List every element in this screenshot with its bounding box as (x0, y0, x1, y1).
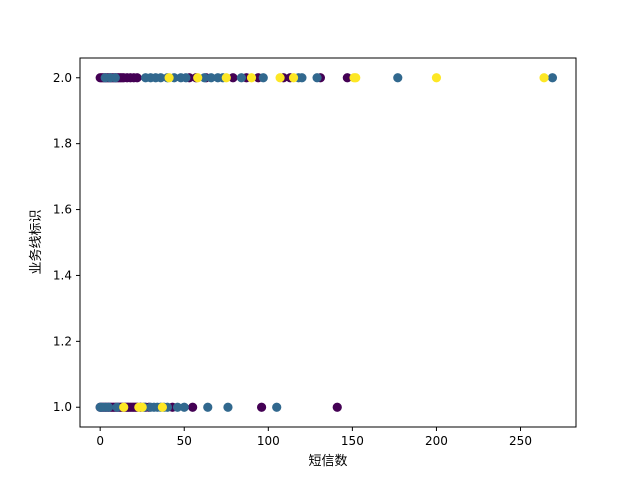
plot-frame (79, 57, 577, 428)
data-point (103, 402, 114, 412)
data-point (164, 73, 174, 83)
y-tick-label: 1.0 (53, 400, 72, 414)
data-point (312, 73, 322, 83)
data-point (275, 73, 285, 83)
y-axis-ticks: 1.0 1.2 1.4 1.6 1.8 2.0 (53, 71, 80, 414)
data-point (547, 73, 558, 83)
data-point (256, 402, 267, 412)
data-point (258, 73, 268, 83)
data-point (203, 402, 213, 412)
data-point (223, 402, 233, 412)
data-point (112, 402, 122, 412)
data-point (137, 402, 147, 412)
data-point (156, 73, 166, 83)
data-point (221, 73, 231, 83)
data-point (199, 73, 210, 83)
data-point (193, 73, 203, 83)
x-tick-label: 200 (425, 434, 448, 448)
data-point (297, 73, 307, 83)
y-tick-label: 1.2 (53, 334, 72, 348)
data-point (236, 73, 247, 83)
data-point (539, 73, 549, 83)
y-tick-label: 1.6 (53, 203, 72, 217)
data-point (179, 402, 189, 412)
x-tick-label: 250 (509, 434, 532, 448)
x-tick-label: 100 (257, 434, 280, 448)
data-point (110, 73, 120, 83)
data-point (132, 73, 142, 83)
x-axis-ticks: 0 50 100 150 200 250 (96, 427, 532, 448)
y-tick-label: 1.8 (53, 137, 72, 151)
y-tick-label: 1.4 (53, 268, 72, 282)
y-axis-label: 业务线标识 (28, 209, 44, 274)
data-point (332, 402, 342, 412)
data-point (228, 73, 238, 83)
data-point (181, 73, 191, 83)
data-point (246, 73, 257, 83)
data-point (351, 73, 361, 83)
data-point (119, 402, 129, 412)
x-tick-label: 50 (177, 434, 192, 448)
data-points (95, 73, 558, 412)
data-point (431, 73, 442, 83)
x-axis-label: 短信数 (308, 454, 347, 469)
data-point (342, 73, 352, 83)
data-point (288, 73, 299, 83)
y-tick-label: 2.0 (53, 71, 72, 85)
data-point (393, 73, 403, 83)
data-point (272, 402, 282, 412)
data-point (188, 402, 198, 412)
x-tick-label: 0 (96, 434, 104, 448)
data-point (172, 402, 183, 412)
data-point (157, 402, 167, 412)
x-tick-label: 150 (341, 434, 364, 448)
data-point (206, 73, 216, 83)
